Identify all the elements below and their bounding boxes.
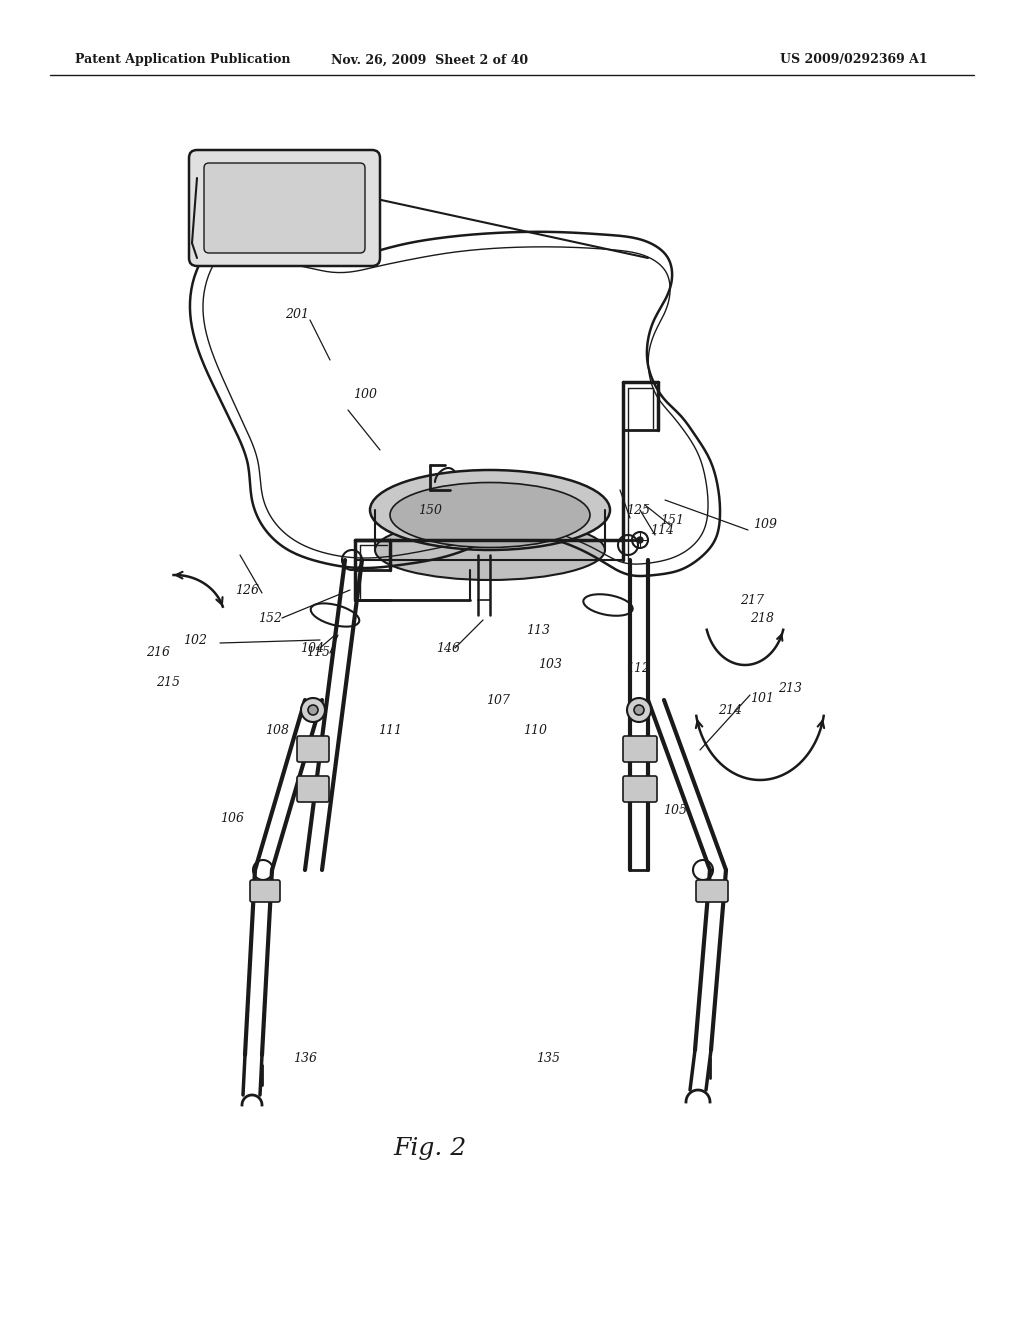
Text: 110: 110 bbox=[523, 723, 547, 737]
Ellipse shape bbox=[370, 470, 610, 550]
Text: 107: 107 bbox=[486, 693, 510, 706]
Text: Nov. 26, 2009  Sheet 2 of 40: Nov. 26, 2009 Sheet 2 of 40 bbox=[332, 54, 528, 66]
Text: 111: 111 bbox=[378, 723, 402, 737]
Text: 126: 126 bbox=[234, 583, 259, 597]
Text: 125: 125 bbox=[626, 503, 650, 516]
Text: 218: 218 bbox=[750, 611, 774, 624]
FancyBboxPatch shape bbox=[696, 880, 728, 902]
Text: 217: 217 bbox=[740, 594, 764, 606]
Text: 146: 146 bbox=[436, 642, 460, 655]
Text: 106: 106 bbox=[220, 812, 244, 825]
Text: 115: 115 bbox=[306, 645, 330, 659]
Ellipse shape bbox=[390, 483, 590, 548]
Text: US 2009/0292369 A1: US 2009/0292369 A1 bbox=[780, 54, 928, 66]
Text: 100: 100 bbox=[353, 388, 377, 401]
Text: 216: 216 bbox=[146, 645, 170, 659]
FancyBboxPatch shape bbox=[623, 776, 657, 803]
Text: 109: 109 bbox=[753, 519, 777, 532]
Text: 112: 112 bbox=[626, 661, 650, 675]
Circle shape bbox=[308, 705, 318, 715]
Text: 108: 108 bbox=[265, 723, 289, 737]
Text: 135: 135 bbox=[536, 1052, 560, 1064]
Ellipse shape bbox=[375, 520, 605, 579]
Text: 151: 151 bbox=[660, 513, 684, 527]
Text: 152: 152 bbox=[258, 611, 282, 624]
FancyBboxPatch shape bbox=[297, 737, 329, 762]
Text: 103: 103 bbox=[538, 659, 562, 672]
Text: 213: 213 bbox=[778, 681, 802, 694]
Text: 214: 214 bbox=[718, 704, 742, 717]
Text: 136: 136 bbox=[293, 1052, 317, 1064]
FancyBboxPatch shape bbox=[189, 150, 380, 267]
Text: 104: 104 bbox=[300, 642, 324, 655]
Circle shape bbox=[637, 537, 643, 543]
Text: 105: 105 bbox=[663, 804, 687, 817]
Text: 215: 215 bbox=[156, 676, 180, 689]
Text: 150: 150 bbox=[418, 503, 442, 516]
Text: 102: 102 bbox=[183, 634, 207, 647]
FancyBboxPatch shape bbox=[204, 162, 365, 253]
FancyBboxPatch shape bbox=[623, 737, 657, 762]
FancyBboxPatch shape bbox=[250, 880, 280, 902]
Circle shape bbox=[634, 705, 644, 715]
Text: 101: 101 bbox=[750, 692, 774, 705]
Text: 114: 114 bbox=[650, 524, 674, 536]
FancyBboxPatch shape bbox=[297, 776, 329, 803]
Text: Patent Application Publication: Patent Application Publication bbox=[75, 54, 291, 66]
Circle shape bbox=[301, 698, 325, 722]
Text: 201: 201 bbox=[285, 309, 309, 322]
Text: Fig. 2: Fig. 2 bbox=[393, 1137, 467, 1159]
Text: 113: 113 bbox=[526, 623, 550, 636]
Circle shape bbox=[627, 698, 651, 722]
